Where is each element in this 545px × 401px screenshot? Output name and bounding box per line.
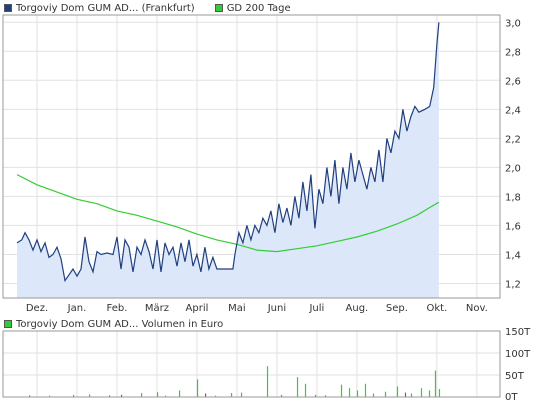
x-tick-label: Juni <box>267 303 286 314</box>
volume-bar <box>314 394 317 397</box>
volume-panel: 150T 100T 50T 0T <box>2 327 531 401</box>
volume-bar <box>420 388 423 397</box>
y-tick-label: 1,6 <box>505 221 521 232</box>
volume-tick-label: 100T <box>505 349 531 360</box>
y-tick-label: 2,8 <box>505 47 521 58</box>
volume-bar <box>296 377 299 397</box>
legend-label-avg: GD 200 Tage <box>226 2 291 14</box>
volume-bar <box>396 386 399 397</box>
legend-avg: GD 200 Tage <box>214 2 291 14</box>
volume-bar <box>196 379 199 397</box>
x-tick-label: Dez. <box>26 303 48 314</box>
volume-bar <box>384 391 387 397</box>
volume-bar <box>230 393 233 397</box>
volume-tick-label: 50T <box>505 371 525 382</box>
price-panel: 3,0 2,8 2,6 2,4 2,2 2,0 1,8 1,6 1,4 1,2 Dez. Jan. Fe… <box>2 14 521 314</box>
legend-label-price: Torgoviy Dom GUM AD... (Frankfurt) <box>16 2 195 14</box>
legend-volume: Torgoviy Dom GUM AD... Volumen in Euro <box>4 319 223 330</box>
x-tick-label: Okt. <box>426 303 447 314</box>
volume-bar <box>410 393 413 397</box>
volume-bar <box>438 389 441 397</box>
volume-plot-border <box>2 330 501 398</box>
volume-bar <box>178 390 181 397</box>
volume-bar <box>120 394 123 397</box>
volume-bar <box>434 370 437 397</box>
y-tick-label: 2,6 <box>505 76 521 87</box>
volume-bar <box>214 395 217 397</box>
legend-swatch-avg <box>214 4 223 12</box>
volume-tick-label: 150T <box>505 327 531 338</box>
x-tick-label: Feb. <box>107 303 128 314</box>
volume-bar <box>428 390 431 397</box>
x-tick-label: Aug. <box>346 303 369 314</box>
volume-plot-frame <box>2 330 501 398</box>
volume-bar <box>140 393 143 397</box>
x-tick-label: März <box>145 303 169 314</box>
volume-bar <box>372 393 375 397</box>
legend-label-volume: Torgoviy Dom GUM AD... Volumen in Euro <box>16 318 224 330</box>
y-tick-label: 3,0 <box>505 18 521 29</box>
volume-bar <box>88 394 91 397</box>
volume-bar <box>48 395 51 397</box>
y-tick-label: 2,2 <box>505 134 521 145</box>
x-tick-label: Jan. <box>67 303 87 314</box>
x-tick-label: Mai <box>228 303 246 314</box>
volume-bar <box>72 394 75 397</box>
x-tick-label: April <box>186 303 209 314</box>
volume-bar <box>156 392 159 397</box>
legend-price: Torgoviy Dom GUM AD... (Frankfurt) <box>4 3 195 14</box>
volume-bar <box>204 393 207 397</box>
x-tick-label: Juli <box>308 303 324 314</box>
price-plot-border <box>2 14 501 299</box>
y-tick-label: 1,4 <box>505 250 521 261</box>
volume-bar <box>404 392 407 397</box>
volume-bar <box>108 395 111 397</box>
volume-bar <box>324 395 327 397</box>
volume-bar <box>280 394 283 397</box>
price-line <box>16 22 440 283</box>
price-area-fill <box>17 22 439 299</box>
price-legend: Torgoviy Dom GUM AD... (Frankfurt) GD 20… <box>4 2 291 14</box>
volume-bar <box>356 390 359 397</box>
y-tick-label: 1,2 <box>505 279 521 290</box>
y-tick-label: 1,8 <box>505 192 521 203</box>
volume-legend: Torgoviy Dom GUM AD... Volumen in Euro <box>4 318 223 330</box>
y-tick-label: 2,0 <box>505 163 521 174</box>
legend-swatch-price <box>4 4 12 12</box>
volume-tick-label: 0T <box>505 392 518 401</box>
volume-bar <box>304 383 307 397</box>
volume-bar <box>240 392 243 397</box>
volume-bar <box>28 395 31 397</box>
legend-swatch-volume <box>4 320 12 328</box>
volume-bar <box>164 395 167 397</box>
volume-bar <box>266 366 269 397</box>
y-tick-label: 2,4 <box>505 105 521 116</box>
volume-bar <box>340 384 343 397</box>
x-tick-label: Sep. <box>386 303 408 314</box>
volume-bar <box>364 383 367 397</box>
volume-bar <box>348 388 351 397</box>
x-tick-label: Nov. <box>466 303 488 314</box>
